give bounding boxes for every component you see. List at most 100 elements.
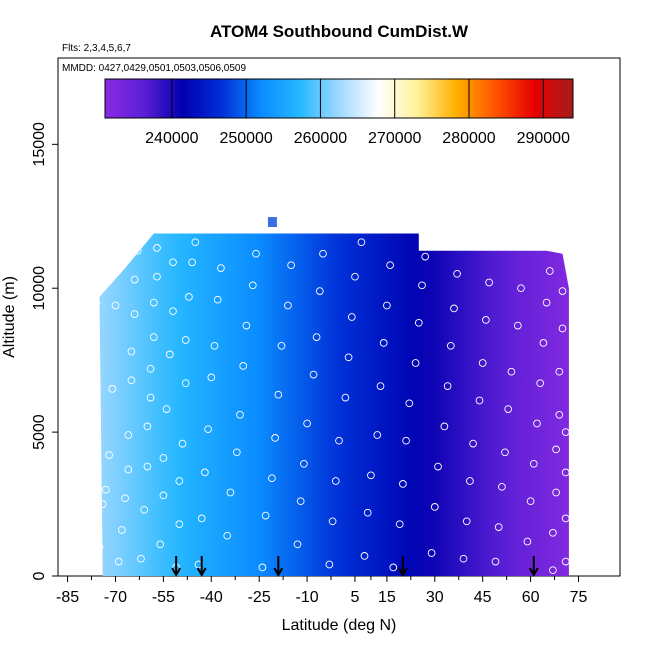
sounding-arrow	[196, 556, 207, 578]
observation-point	[178, 439, 187, 448]
observation-point	[86, 405, 94, 413]
observation-point	[351, 272, 359, 281]
chart-title: ATOM4 Southbound CumDist.W	[210, 22, 469, 41]
y-tick-label: 15000	[31, 122, 48, 167]
observation-point	[427, 549, 436, 557]
observation-point	[284, 301, 292, 310]
observation-point	[146, 393, 155, 402]
observation-point	[268, 474, 276, 483]
observation-point	[114, 557, 123, 566]
observation-point	[105, 451, 113, 459]
sounding-arrow	[171, 556, 182, 578]
observation-point	[89, 316, 97, 324]
observation-point	[549, 528, 557, 537]
observation-point	[344, 353, 353, 362]
observation-point	[552, 488, 560, 497]
observation-point	[121, 494, 129, 503]
y-tick-label: 10000	[31, 266, 48, 311]
observation-point	[418, 281, 426, 290]
observation-point	[341, 393, 350, 402]
observation-point	[293, 540, 302, 549]
observation-point	[239, 362, 248, 370]
observation-point	[232, 448, 241, 457]
observation-point	[204, 425, 212, 434]
observation-point	[118, 526, 126, 534]
colorbar-gradient	[104, 78, 574, 119]
observation-point	[363, 508, 372, 517]
observation-point	[185, 293, 193, 301]
observation-point	[395, 520, 404, 529]
observation-point	[79, 480, 88, 488]
observation-point	[258, 563, 267, 572]
heatmap-field	[99, 217, 569, 576]
observation-point	[482, 316, 490, 324]
observation-point	[434, 462, 442, 471]
observation-point	[533, 419, 541, 428]
observation-point	[450, 304, 458, 313]
observation-point	[469, 439, 477, 448]
observation-point	[430, 503, 439, 511]
observation-point	[300, 459, 308, 468]
observation-point	[443, 382, 452, 390]
observation-point	[545, 267, 554, 275]
observation-point	[325, 560, 334, 569]
observation-point	[539, 339, 548, 347]
observation-point	[526, 497, 535, 506]
observation-point	[402, 436, 410, 445]
sounding-arrow	[397, 556, 408, 578]
heatmap-region	[99, 233, 569, 576]
observation-point	[201, 468, 209, 477]
x-axis: -85 -70 -55 -40 -25 -10 5 15 30 45 60 75	[56, 576, 587, 606]
y-axis-label: Altitude (m)	[1, 276, 18, 358]
heatmap-isolated-cell	[267, 217, 277, 228]
observation-point	[405, 399, 414, 408]
observation-point	[252, 249, 260, 258]
observation-point	[529, 459, 538, 468]
observation-point	[561, 557, 570, 566]
observation-point	[76, 563, 85, 572]
observation-point	[102, 485, 110, 494]
x-tick-label: -70	[104, 589, 127, 606]
observation-point	[159, 491, 168, 500]
colorbar-tick-label: 290000	[517, 130, 570, 147]
observation-point	[453, 269, 461, 278]
observation-point	[386, 261, 394, 270]
observation-point	[561, 428, 570, 436]
observation-point	[555, 367, 564, 376]
observation-point	[210, 341, 219, 350]
observation-point	[542, 298, 551, 307]
observation-point	[494, 523, 503, 531]
observation-point	[309, 370, 318, 379]
observation-point	[555, 410, 564, 419]
x-tick-label: 60	[522, 589, 540, 606]
observation-point	[162, 405, 171, 413]
observation-point	[498, 482, 506, 491]
colorbar-tick-label: 280000	[442, 130, 495, 147]
observation-point	[130, 310, 139, 318]
observation-point	[165, 350, 174, 359]
x-tick-label: -55	[152, 589, 175, 606]
observation-point	[223, 531, 232, 540]
x-tick-label: 30	[426, 589, 444, 606]
observation-point	[137, 554, 145, 563]
x-tick-label: -25	[248, 589, 271, 606]
colorbar-tick-label: 240000	[145, 130, 198, 147]
observation-point	[475, 396, 484, 405]
observation-point	[175, 477, 184, 485]
observation-point	[197, 514, 206, 523]
observation-point	[462, 517, 471, 526]
observation-point	[169, 307, 177, 316]
observation-point	[277, 341, 286, 350]
observation-point	[124, 465, 133, 474]
observation-point	[558, 324, 567, 333]
observation-point	[376, 382, 385, 390]
observation-point	[319, 249, 327, 258]
x-tick-label: 5	[351, 589, 360, 606]
observation-point	[357, 238, 366, 247]
observation-point	[217, 264, 225, 272]
x-tick-label: -40	[200, 589, 223, 606]
observation-point	[191, 238, 200, 247]
observation-point	[181, 379, 190, 388]
observation-point	[149, 333, 158, 341]
observation-point	[236, 410, 244, 419]
